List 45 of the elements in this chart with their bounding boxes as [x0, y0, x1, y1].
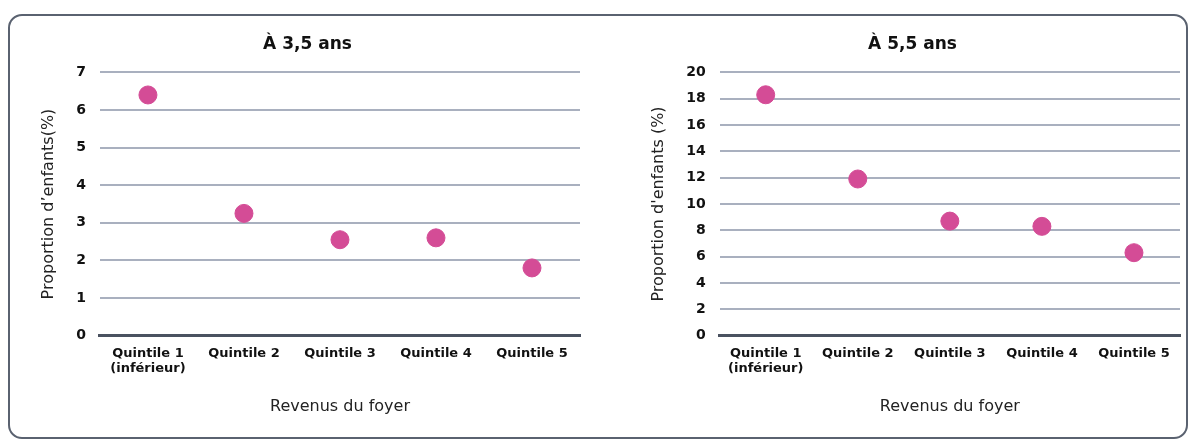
- y-tick-label: 0: [76, 326, 87, 343]
- y-axis-title: Proportion d’enfants(%): [37, 108, 57, 300]
- y-tick-label: 6: [695, 247, 706, 264]
- point: [138, 85, 158, 105]
- x-tick-label: Quintile 2: [822, 344, 894, 360]
- x-tick-label: Quintile 3: [304, 344, 376, 360]
- point: [234, 203, 254, 223]
- y-tick-label: 2: [695, 299, 706, 316]
- y-tick-label: 3: [76, 213, 86, 230]
- y-tick-label: 10: [686, 194, 706, 211]
- y-tick-label: 6: [76, 100, 86, 117]
- point: [756, 85, 776, 105]
- chart-title: À 5,5 ans: [868, 31, 957, 53]
- x-tick-label: Quintile 1 (inférieur): [110, 344, 186, 376]
- x-tick-label: Quintile 1 (inférieur): [728, 344, 804, 376]
- y-tick-label: 20: [686, 63, 706, 80]
- x-tick-label: Quintile 5: [496, 344, 568, 360]
- y-tick-label: 4: [76, 175, 87, 192]
- y-tick-label: 2: [76, 251, 86, 268]
- y-tick-label: 1: [76, 288, 86, 305]
- y-axis-title: Proportion d'enfants (%): [647, 106, 667, 302]
- y-tick-label: 0: [695, 326, 706, 343]
- y-tick-label: 8: [695, 220, 706, 237]
- x-tick-label: Quintile 3: [914, 344, 986, 360]
- x-axis-title: Revenus du foyer: [879, 395, 1021, 415]
- chart-title: À 3,5 ans: [263, 31, 352, 53]
- y-tick-label: 7: [76, 63, 86, 80]
- point: [426, 228, 446, 248]
- y-tick-label: 16: [686, 115, 706, 132]
- y-tick-label: 14: [686, 142, 706, 158]
- x-axis-title: Revenus du foyer: [269, 395, 411, 415]
- y-tick-label: 18: [686, 89, 706, 106]
- point: [940, 211, 960, 231]
- x-tick-label: Quintile 5: [1098, 344, 1170, 360]
- point: [1124, 243, 1144, 263]
- point: [1032, 216, 1052, 236]
- y-tick-label: 4: [695, 273, 706, 290]
- point: [522, 258, 542, 278]
- point: [848, 169, 868, 189]
- x-tick-label: Quintile 2: [208, 344, 280, 360]
- y-tick-label: 5: [76, 138, 86, 155]
- y-tick-label: 12: [686, 168, 706, 185]
- x-tick-label: Quintile 4: [1006, 344, 1078, 360]
- point: [330, 230, 350, 250]
- x-tick-label: Quintile 4: [400, 344, 472, 360]
